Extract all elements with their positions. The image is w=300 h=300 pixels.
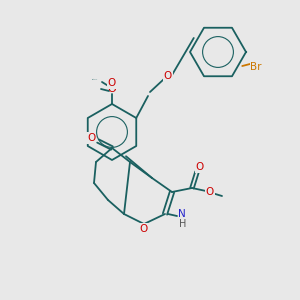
Text: O: O bbox=[164, 71, 172, 81]
Text: O: O bbox=[206, 187, 214, 197]
Text: H: H bbox=[179, 219, 187, 229]
Text: N: N bbox=[178, 209, 186, 219]
Text: O: O bbox=[139, 224, 147, 234]
Text: Br: Br bbox=[250, 62, 262, 72]
Text: O: O bbox=[205, 187, 213, 197]
Text: H: H bbox=[179, 219, 187, 229]
Text: O: O bbox=[108, 78, 116, 88]
Text: O: O bbox=[196, 161, 204, 171]
Text: methoxy: methoxy bbox=[92, 78, 98, 80]
Text: O: O bbox=[164, 71, 172, 81]
Text: N: N bbox=[178, 210, 186, 220]
Text: O: O bbox=[87, 133, 95, 143]
Text: O: O bbox=[196, 162, 204, 172]
Text: O: O bbox=[88, 133, 96, 143]
Text: Br: Br bbox=[250, 62, 262, 72]
Text: O: O bbox=[108, 84, 116, 94]
Text: O: O bbox=[138, 225, 146, 235]
